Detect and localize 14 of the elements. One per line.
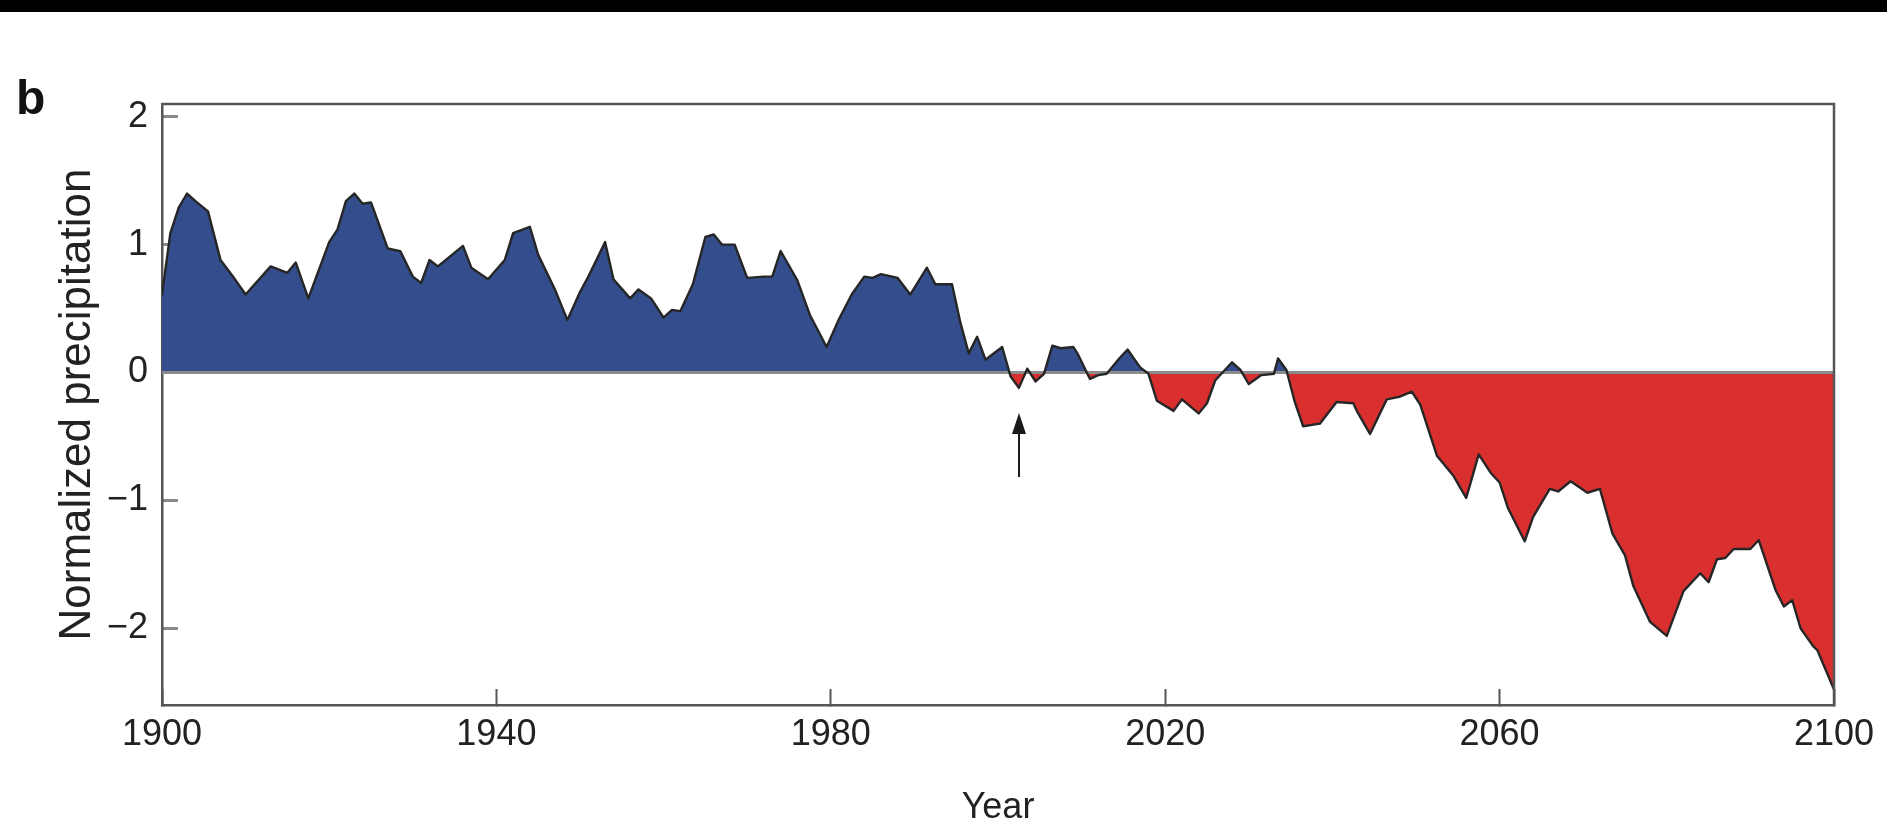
x-tick-label: 2100 xyxy=(1793,711,1875,753)
y-tick-label: 2 xyxy=(127,93,148,135)
x-tick-label: 2060 xyxy=(1459,711,1540,753)
x-axis-title: Year xyxy=(961,784,1035,826)
chart-title: b xyxy=(16,71,46,124)
x-tick-label: 1900 xyxy=(121,711,203,753)
x-tick-label: 1940 xyxy=(456,711,537,753)
y-tick-label: −1 xyxy=(106,477,148,519)
x-tick-label: 1980 xyxy=(790,711,871,753)
y-tick-label: 0 xyxy=(127,349,148,391)
y-tick-label: −2 xyxy=(106,605,148,647)
x-tick-label: 2020 xyxy=(1125,711,1206,753)
y-tick-label: 1 xyxy=(127,221,148,263)
y-axis-title: Normalized precipitation xyxy=(50,168,100,641)
